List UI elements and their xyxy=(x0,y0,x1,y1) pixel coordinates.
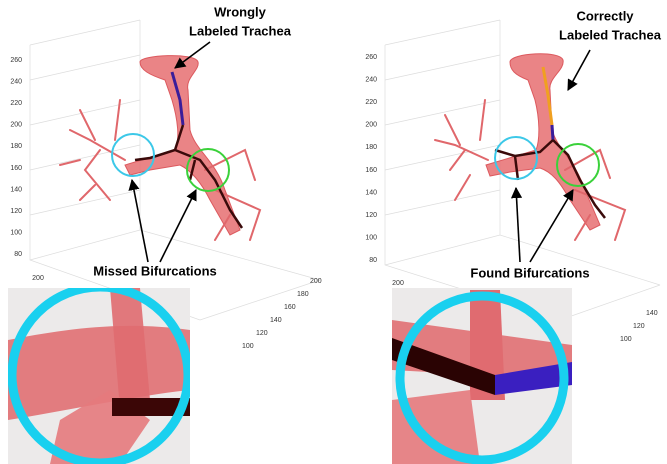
z-tick-label: 160 xyxy=(10,165,22,172)
x-tick-label: 160 xyxy=(284,304,296,311)
annotation: Correctly xyxy=(576,8,634,23)
figure: Wrongly Labeled Trachea Missed Bifurcation… xyxy=(0,0,667,464)
x-tick-label: 100 xyxy=(242,343,254,350)
z-tick-label: 100 xyxy=(10,230,22,237)
z-tick-label: 160 xyxy=(365,167,377,174)
x-tick-label: 200 xyxy=(310,278,322,285)
z-tick-label: 260 xyxy=(365,54,377,61)
x-tick-label: 120 xyxy=(633,323,645,330)
x-tick-label: 120 xyxy=(256,330,268,337)
z-tick-label: 140 xyxy=(10,186,22,193)
y-tick-label: 200 xyxy=(32,275,44,282)
z-tick-label: 220 xyxy=(365,99,377,106)
annotation: Labeled Trachea xyxy=(559,27,662,42)
x-tick-label: 100 xyxy=(620,336,632,343)
z-tick-label: 200 xyxy=(10,122,22,129)
z-tick-label: 140 xyxy=(365,189,377,196)
z-tick-label: 80 xyxy=(14,251,22,258)
z-tick-label: 200 xyxy=(365,122,377,129)
caption: Missed Bifurcations xyxy=(93,263,217,278)
x-tick-label: 140 xyxy=(270,317,282,324)
annotation: Wrongly xyxy=(214,4,267,19)
z-tick-label: 220 xyxy=(10,100,22,107)
left-inset xyxy=(8,287,192,464)
right-inset xyxy=(392,288,572,464)
z-tick-label: 120 xyxy=(10,208,22,215)
z-tick-label: 120 xyxy=(365,212,377,219)
annotation: Labeled Trachea xyxy=(189,23,292,38)
z-tick-label: 180 xyxy=(365,144,377,151)
z-tick-label: 100 xyxy=(365,235,377,242)
z-tick-label: 260 xyxy=(10,57,22,64)
y-tick-label: 200 xyxy=(392,280,404,287)
x-tick-label: 180 xyxy=(297,291,309,298)
z-tick-label: 80 xyxy=(369,257,377,264)
z-tick-label: 240 xyxy=(365,76,377,83)
x-tick-label: 140 xyxy=(646,310,658,317)
z-tick-label: 180 xyxy=(10,143,22,150)
caption: Found Bifurcations xyxy=(470,265,589,280)
z-tick-label: 240 xyxy=(10,78,22,85)
